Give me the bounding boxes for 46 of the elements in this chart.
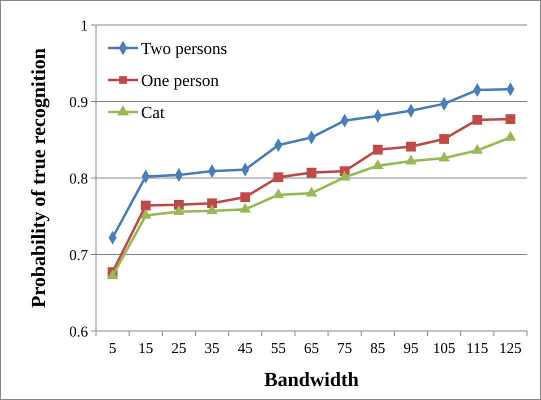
y-tick-label: 1 bbox=[80, 18, 88, 34]
y-tick-label: 0.9 bbox=[69, 94, 88, 111]
point bbox=[140, 200, 151, 210]
y-tick-label: 0.6 bbox=[69, 324, 88, 340]
x-axis-title: Bandwidth bbox=[264, 369, 359, 391]
x-tick-label: 15 bbox=[138, 341, 154, 357]
point bbox=[405, 154, 417, 164]
point bbox=[472, 144, 483, 154]
x-tick-label: 5 bbox=[108, 341, 116, 357]
legend-label: One person bbox=[141, 70, 220, 90]
legend-label: Cat bbox=[141, 102, 165, 122]
point bbox=[272, 188, 284, 198]
point bbox=[173, 205, 185, 215]
x-tick-label: 55 bbox=[270, 341, 286, 357]
x-tick-label: 95 bbox=[403, 341, 418, 357]
x-tick-label: 65 bbox=[304, 341, 319, 357]
point bbox=[406, 142, 416, 152]
x-tick-label: 115 bbox=[466, 341, 488, 357]
y-tick-label: 0.8 bbox=[69, 171, 88, 188]
x-tick-label: 75 bbox=[337, 341, 352, 357]
point bbox=[206, 204, 218, 214]
point bbox=[306, 186, 318, 197]
x-tick-label: 105 bbox=[432, 341, 456, 357]
point bbox=[372, 144, 383, 155]
point bbox=[504, 130, 516, 141]
x-tick-label: 85 bbox=[370, 341, 386, 357]
point bbox=[372, 159, 384, 170]
x-tick-label: 35 bbox=[204, 341, 220, 357]
point bbox=[472, 114, 482, 125]
y-axis-title: Probability of true recognition bbox=[28, 48, 50, 308]
point bbox=[240, 202, 251, 213]
point bbox=[106, 269, 118, 280]
legend-label: Two persons bbox=[141, 38, 228, 58]
x-tick-label: 125 bbox=[499, 341, 522, 357]
point bbox=[439, 134, 449, 144]
x-tick-label: 45 bbox=[238, 341, 253, 357]
point bbox=[273, 172, 284, 182]
point bbox=[438, 152, 450, 162]
y-tick-label: 0.7 bbox=[69, 248, 88, 264]
point bbox=[207, 198, 217, 208]
point bbox=[339, 170, 350, 180]
point bbox=[240, 192, 250, 202]
point bbox=[306, 168, 316, 178]
point bbox=[140, 208, 152, 219]
point bbox=[506, 114, 516, 124]
x-tick-label: 25 bbox=[171, 341, 186, 357]
